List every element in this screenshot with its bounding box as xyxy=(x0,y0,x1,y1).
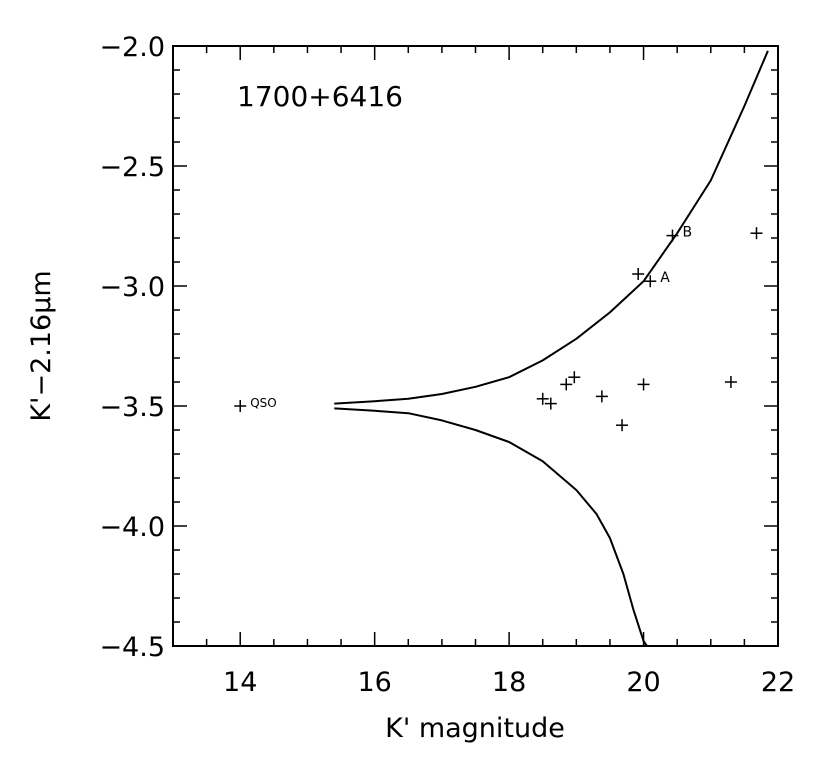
data-point xyxy=(560,378,573,391)
data-points: QSO A B xyxy=(234,225,763,432)
y-tick-label: −3.0 xyxy=(99,272,165,303)
data-point xyxy=(632,268,645,280)
y-axis-title: K'−2.16μm xyxy=(26,270,57,421)
y-tick-label: −2.5 xyxy=(99,152,165,183)
data-point xyxy=(637,378,650,391)
data-point: QSO xyxy=(234,396,277,412)
y-tick-label: −4.5 xyxy=(99,632,165,663)
x-tick-label: 18 xyxy=(492,667,526,698)
x-tick-label: 20 xyxy=(626,667,660,698)
data-point xyxy=(544,397,557,410)
x-tick-label: 16 xyxy=(357,667,391,698)
y-tick-label: −4.0 xyxy=(99,512,165,543)
data-point: A xyxy=(644,270,670,288)
lower-curve xyxy=(334,407,648,647)
x-tick-label: 22 xyxy=(761,667,795,698)
model-curves xyxy=(334,50,769,647)
data-point xyxy=(616,419,629,432)
data-point xyxy=(724,376,737,388)
data-point xyxy=(568,371,581,384)
chart-title: 1700+6416 xyxy=(237,80,403,113)
data-point xyxy=(750,227,763,240)
plot-frame xyxy=(172,45,779,647)
data-point: B xyxy=(666,225,692,242)
data-point xyxy=(595,390,608,403)
point-label: B xyxy=(682,225,692,241)
data-point xyxy=(536,392,549,405)
y-tick-label: −2.0 xyxy=(99,32,165,63)
y-tick-label: −3.5 xyxy=(99,392,165,423)
x-tick-label: 14 xyxy=(223,667,257,698)
point-label: QSO xyxy=(250,396,277,410)
upper-curve xyxy=(334,50,769,405)
x-axis-title: K' magnitude xyxy=(385,713,565,744)
point-label: A xyxy=(660,270,670,286)
axis-ticks: 14 16 18 20 22 −2.0 −2.5 −3.0 −3.5 −4.0 −4.5 xyxy=(99,32,795,698)
